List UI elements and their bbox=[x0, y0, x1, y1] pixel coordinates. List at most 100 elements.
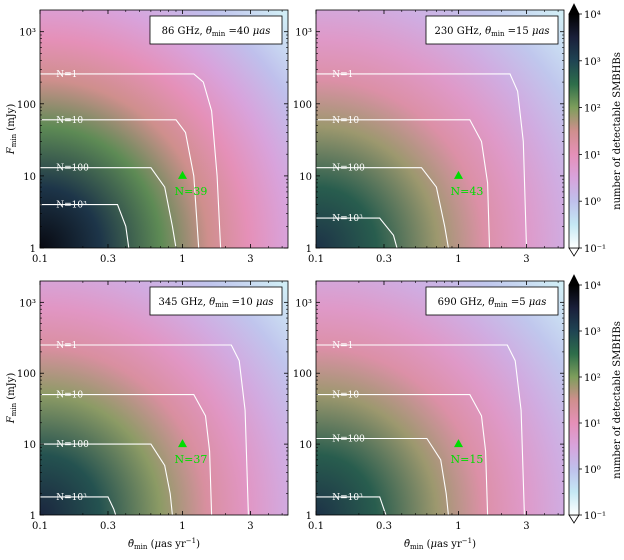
annotation-text: 690 GHz, θmin =5 μas bbox=[438, 297, 547, 309]
contour-label: N=100 bbox=[56, 440, 89, 450]
y-tick-label: 1 bbox=[306, 244, 312, 255]
x-tick-label: 0.1 bbox=[308, 521, 324, 532]
contour-label: N=10 bbox=[56, 116, 83, 126]
y-tick-label: 1 bbox=[306, 511, 312, 522]
y-tick-label: 10³ bbox=[295, 298, 312, 309]
y-tick-label: 1 bbox=[30, 244, 36, 255]
contour-line bbox=[316, 217, 398, 248]
contour-line bbox=[316, 437, 449, 515]
x-tick-label: 0.1 bbox=[308, 254, 324, 265]
colorbar-extend-min bbox=[568, 514, 580, 524]
x-tick-label: 0.1 bbox=[32, 521, 48, 532]
colorbar-tick-label: 10⁻¹ bbox=[584, 511, 606, 522]
contour-group: N=1 N=10 N=100 N=10³ bbox=[316, 70, 528, 248]
x-tick-label: 3 bbox=[523, 254, 529, 265]
y-tick-label: 10 bbox=[23, 172, 36, 183]
colorbar-2: 10⁻¹ 10⁰ 10¹ 10² 10³ 10⁴ number of detectable … bbox=[568, 274, 623, 524]
contour-line bbox=[40, 204, 130, 248]
contour-label: N=10 bbox=[332, 116, 359, 126]
colorbar-tick-label: 10⁴ bbox=[584, 281, 601, 292]
contour-label: N=10³ bbox=[56, 201, 87, 211]
colorbar-tick-label: 10³ bbox=[584, 57, 601, 68]
y-tick-label: 10 bbox=[299, 440, 312, 451]
marker-label: N=39 bbox=[174, 185, 207, 198]
x-tick-label: 0.3 bbox=[376, 254, 392, 265]
contour-group: N=1 N=10 N=100 N=10³ bbox=[40, 341, 249, 515]
contour-label: N=10³ bbox=[332, 493, 363, 503]
heatmap-field bbox=[40, 10, 288, 248]
marker-label: N=15 bbox=[450, 453, 483, 466]
contour-line bbox=[316, 344, 525, 515]
contour-line bbox=[40, 344, 249, 515]
contour-line bbox=[40, 73, 222, 248]
x-tick-label: 0.3 bbox=[100, 254, 116, 265]
annotation-box bbox=[425, 286, 559, 316]
heatmap-field bbox=[316, 10, 564, 248]
x-tick-label: 3 bbox=[247, 254, 253, 265]
contour-label: N=1 bbox=[56, 70, 77, 80]
y-tick-label: 10³ bbox=[19, 298, 36, 309]
y-tick-label: 10 bbox=[299, 172, 312, 183]
colorbar-label: number of detectable SMBHBs bbox=[612, 52, 623, 210]
annotation-text: 345 GHz, θmin =10 μas bbox=[158, 297, 273, 309]
contour-group: N=1 N=10 N=100 N=10³ bbox=[40, 70, 222, 248]
contour-label: N=10³ bbox=[56, 493, 87, 503]
y-tick-label: 100 bbox=[293, 100, 312, 111]
axes-frame bbox=[315, 9, 565, 249]
colorbar-bar bbox=[568, 284, 580, 516]
annotation-box bbox=[425, 15, 559, 45]
contour-label: N=10³ bbox=[332, 214, 363, 224]
panel-2: N=1 N=10 N=100 N=10³ N=43 230 GHz, θmin =15 μ… bbox=[293, 9, 565, 265]
contour-line bbox=[40, 496, 117, 515]
colorbar-tick-label: 10² bbox=[584, 104, 601, 115]
contour-label: N=100 bbox=[332, 164, 365, 174]
colorbar-tick-label: 10⁻¹ bbox=[584, 244, 606, 255]
y-tick-label: 100 bbox=[17, 369, 36, 380]
contour-label: N=10 bbox=[332, 391, 359, 401]
y-axis-label: Fmin (mJy) bbox=[6, 373, 18, 425]
y-tick-label: 10³ bbox=[295, 28, 312, 39]
marker-triangle bbox=[453, 170, 463, 179]
contour-line bbox=[40, 443, 173, 515]
contour-label: N=1 bbox=[332, 341, 353, 351]
axes-frame bbox=[39, 280, 289, 516]
x-tick-label: 0.3 bbox=[100, 521, 116, 532]
contour-line bbox=[40, 167, 177, 248]
x-tick-label: 0.3 bbox=[376, 521, 392, 532]
colorbar-tick-label: 10¹ bbox=[584, 419, 601, 430]
contour-group: N=1 N=10 N=100 N=10³ bbox=[316, 341, 525, 515]
y-tick-label: 100 bbox=[293, 369, 312, 380]
contour-label: N=1 bbox=[332, 70, 353, 80]
panel-1: N=1 N=10 N=100 N=10³ N=39 86 GHz, θmin =40 μa… bbox=[6, 9, 289, 265]
x-tick-label: 1 bbox=[179, 254, 185, 265]
marker-label: N=37 bbox=[174, 453, 207, 466]
colorbar-tick-label: 10⁴ bbox=[584, 10, 601, 21]
colorbar-tick-label: 10³ bbox=[584, 327, 601, 338]
colorbar-bar bbox=[568, 13, 580, 249]
x-tick-label: 3 bbox=[523, 521, 529, 532]
x-tick-label: 1 bbox=[455, 254, 461, 265]
colorbar-extend-max bbox=[568, 3, 580, 15]
colorbar-extend-max bbox=[568, 274, 580, 286]
contour-line bbox=[40, 394, 213, 515]
y-axis-label: Fmin (mJy) bbox=[6, 104, 18, 156]
contour-line bbox=[316, 394, 489, 515]
colorbar-tick-label: 10¹ bbox=[584, 150, 601, 161]
y-tick-label: 10 bbox=[23, 440, 36, 451]
y-tick-label: 10³ bbox=[19, 28, 36, 39]
panel-3: N=1 N=10 N=100 N=10³ N=37 345 GHz, θmin =10 μ… bbox=[6, 280, 289, 551]
y-tick-label: 100 bbox=[17, 100, 36, 111]
annotation-text: 230 GHz, θmin =15 μas bbox=[434, 26, 549, 38]
contour-line bbox=[316, 119, 491, 248]
x-axis-label: θ̇min (μas yr−1) bbox=[404, 537, 476, 551]
x-tick-label: 1 bbox=[455, 521, 461, 532]
marker-label: N=43 bbox=[450, 185, 483, 198]
colorbar-1: 10⁻¹ 10⁰ 10¹ 10² 10³ 10⁴ number of detectable … bbox=[568, 3, 623, 257]
colorbar-tick-label: 10² bbox=[584, 373, 601, 384]
contour-line bbox=[316, 73, 528, 248]
contour-line bbox=[40, 119, 200, 248]
marker-triangle bbox=[177, 170, 187, 179]
axes-frame bbox=[315, 280, 565, 516]
annotation-box bbox=[149, 15, 283, 45]
x-tick-label: 0.1 bbox=[32, 254, 48, 265]
